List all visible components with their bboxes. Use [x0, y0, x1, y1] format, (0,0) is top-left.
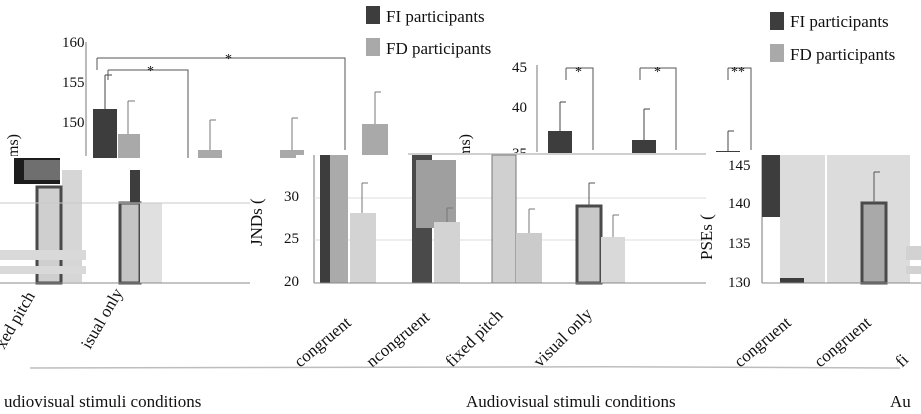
right-ytick-130: 130: [728, 275, 751, 291]
left-bar-fi-1: [93, 109, 117, 158]
mid-ytick-25: 25: [284, 231, 299, 247]
right-dark-block: [762, 155, 780, 217]
mid-bar-fd-incongruent: [434, 222, 460, 283]
mid-panel-top: 45 40 35 ms) * * **: [457, 60, 752, 162]
right-xtick-2: congruent: [810, 313, 874, 371]
mid-bar-fd-fixed: [516, 233, 542, 283]
left-floating-errbar: [374, 91, 381, 124]
legend-fi-label: FI participants: [386, 7, 485, 26]
right-bar-fi-congruent: [780, 278, 804, 283]
frag-left-stripe-2: [0, 266, 86, 274]
right-stripe-2: [906, 266, 921, 274]
left-errbar-fd-1: [127, 100, 135, 134]
mid-xtick-fixed: fixed pitch: [441, 305, 507, 371]
legend2-fd-swatch: [770, 44, 784, 62]
mid-xlabel: Audiovisual stimuli conditions: [466, 392, 676, 411]
frag-left-grey: [24, 160, 60, 180]
mid-errbar-fd-fixed: [528, 208, 535, 233]
legend2-fi-label: FI participants: [790, 12, 889, 31]
artifact-line: [29, 365, 901, 369]
frag-left-bar-2: [118, 201, 142, 285]
mid-bar-fi-fixed: [491, 154, 517, 284]
mid-sig-star-2: *: [654, 65, 661, 80]
mid-ytick-30: 30: [284, 189, 299, 205]
mid-bar-fi-visual: [575, 204, 603, 285]
frag-left-xtick-1: xed pitch: [0, 288, 39, 352]
left-panel: 160 155 150 ms) * *: [5, 35, 392, 170]
left-sig-bracket-1: [107, 69, 189, 158]
frag-left-bar-3: [140, 203, 162, 283]
right-light-block: [780, 155, 910, 283]
right-stripe-1: [906, 246, 921, 260]
mid-errbar-fi-fixed: [727, 130, 734, 151]
legend-fd-label: FD participants: [386, 39, 491, 58]
mid-xtick-incongruent: ncongruent: [362, 307, 433, 371]
right-ytick-140: 140: [728, 196, 751, 212]
mid-sig-star-1: *: [575, 65, 582, 80]
mid-errbar-fi-congruent: [559, 101, 566, 131]
legend2-fd-label: FD participants: [790, 45, 895, 64]
mid-ytick-20: 20: [284, 274, 299, 290]
right-bar-fi-incongruent: [860, 201, 888, 285]
mid-ytick-40: 40: [512, 100, 527, 116]
frag-left-xlabel: udiovisual stimuli conditions: [4, 392, 201, 411]
left-sig-bracket-2: [96, 57, 346, 150]
mid-sig-bracket-1: [565, 67, 594, 150]
left-ytick-150: 150: [62, 115, 85, 131]
mid-bar-fi-congruent-inner: [330, 155, 348, 283]
frag-left: xed pitch isual only udiovisual stimuli …: [0, 156, 250, 411]
mid-xtick-congruent: congruent: [290, 313, 354, 371]
left-errbar-small-1: [209, 119, 216, 150]
legend-fd-swatch: [366, 38, 380, 56]
frag-left-bar-4: [130, 170, 140, 203]
mid-errbar-fi-incongruent: [643, 108, 650, 140]
mid-bar-fd-visual: [601, 237, 625, 283]
legend-fi-swatch: [366, 6, 380, 24]
frag-left-light: [62, 170, 82, 282]
frag-left-xtick-2: isual only: [77, 284, 127, 352]
mid-errbar-fd-congruent: [361, 182, 368, 213]
left-ylabel: ms): [5, 134, 22, 158]
left-errbar-small-2: [291, 117, 298, 150]
legend-top: FI participants FD participants: [366, 6, 491, 58]
mid-bar-fi-incongruent-inner: [416, 160, 456, 228]
mid-panel: 30 25 20 JNDs ( congruent ncongruent fix…: [247, 154, 766, 411]
left-bar-small-2: [280, 150, 304, 158]
mid-ylabel: JNDs (: [247, 198, 266, 246]
mid-sig-bracket-3: [727, 67, 752, 150]
left-bar-fd-1: [118, 134, 140, 158]
right-ytick-135: 135: [728, 236, 751, 252]
mid-ytick-45: 45: [512, 60, 527, 76]
right-xtick-1: congruent: [730, 313, 794, 371]
left-floating-bar: [362, 124, 388, 155]
mid-bar-fi-congruent-top: [548, 131, 572, 155]
mid-bar-fd-congruent: [350, 213, 376, 283]
right-errbar-fi-incongruent: [873, 171, 880, 203]
left-sig-star-2: *: [225, 52, 232, 67]
left-bar-small-1: [198, 150, 222, 158]
frag-left-stripe-1: [0, 250, 86, 260]
mid-xtick-visual: visual only: [529, 304, 596, 371]
mid-bar-fi-incongruent-top: [632, 140, 656, 155]
legend2-fi-swatch: [770, 12, 784, 30]
left-sig-star-1: *: [147, 64, 154, 79]
left-ytick-160: 160: [62, 35, 85, 51]
left-errbar-fi-1: [104, 74, 112, 109]
mid-errbar-fd-incongruent: [446, 207, 453, 222]
right-ylabel: PSEs (: [697, 214, 716, 260]
mid-errbar-fd-visual: [612, 214, 619, 237]
right-xlabel: Au: [890, 392, 911, 411]
mid-errbar-fi-visual: [588, 182, 595, 206]
right-panel: 145 140 135 130 PSEs ( congruent congrue…: [697, 152, 921, 411]
left-ytick-155: 155: [62, 75, 85, 91]
mid-sig-bracket-2: [639, 67, 677, 150]
right-ytick-145: 145: [728, 158, 751, 174]
mid-ylabel-top: ms): [457, 134, 474, 158]
legend-right: FI participants FD participants: [770, 12, 895, 64]
mid-sig-star-3: **: [731, 65, 745, 80]
